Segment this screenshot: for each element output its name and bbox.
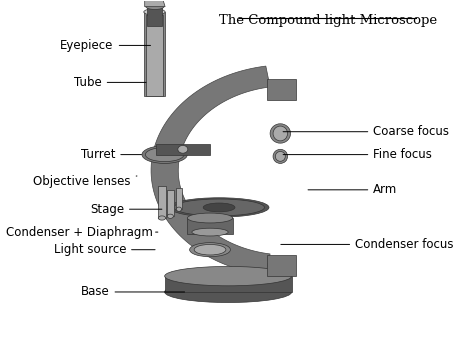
Bar — [167, 190, 174, 216]
Bar — [155, 144, 210, 155]
Ellipse shape — [178, 146, 188, 153]
Ellipse shape — [203, 203, 235, 212]
Ellipse shape — [194, 245, 226, 255]
Ellipse shape — [169, 198, 269, 217]
Text: Turret: Turret — [81, 148, 141, 161]
Ellipse shape — [142, 146, 187, 163]
Text: Stage: Stage — [90, 203, 162, 216]
Text: Coarse focus: Coarse focus — [283, 125, 449, 138]
Ellipse shape — [192, 228, 228, 236]
Bar — [176, 188, 182, 209]
Bar — [267, 79, 296, 100]
Ellipse shape — [273, 149, 288, 163]
Text: Light source: Light source — [54, 243, 155, 256]
Ellipse shape — [190, 243, 230, 257]
Bar — [267, 255, 296, 276]
Bar — [147, 7, 163, 26]
Text: The Compound light Microscope: The Compound light Microscope — [219, 14, 437, 27]
Bar — [187, 218, 233, 234]
Polygon shape — [145, 0, 165, 7]
Ellipse shape — [146, 148, 184, 162]
Text: Tube: Tube — [74, 76, 146, 89]
Ellipse shape — [164, 282, 292, 302]
Bar — [164, 276, 292, 292]
Ellipse shape — [158, 216, 165, 220]
Ellipse shape — [167, 214, 173, 218]
Text: Base: Base — [81, 285, 184, 299]
Ellipse shape — [174, 199, 264, 216]
Ellipse shape — [164, 267, 292, 286]
Ellipse shape — [275, 152, 285, 161]
Text: Objective lenses: Objective lenses — [33, 175, 137, 187]
Ellipse shape — [273, 126, 288, 141]
Ellipse shape — [187, 213, 233, 223]
Polygon shape — [151, 66, 270, 275]
Text: Condenser + Diaphragm: Condenser + Diaphragm — [6, 225, 158, 239]
Bar — [144, 12, 164, 97]
Ellipse shape — [176, 207, 182, 211]
Text: Fine focus: Fine focus — [283, 148, 432, 161]
Ellipse shape — [270, 124, 291, 143]
Text: Condenser focus: Condenser focus — [281, 238, 454, 251]
Text: Arm: Arm — [308, 183, 398, 196]
Text: Eyepiece: Eyepiece — [60, 39, 151, 52]
Bar — [146, 16, 164, 97]
Bar — [158, 186, 166, 218]
Ellipse shape — [144, 9, 165, 15]
Ellipse shape — [146, 4, 164, 10]
